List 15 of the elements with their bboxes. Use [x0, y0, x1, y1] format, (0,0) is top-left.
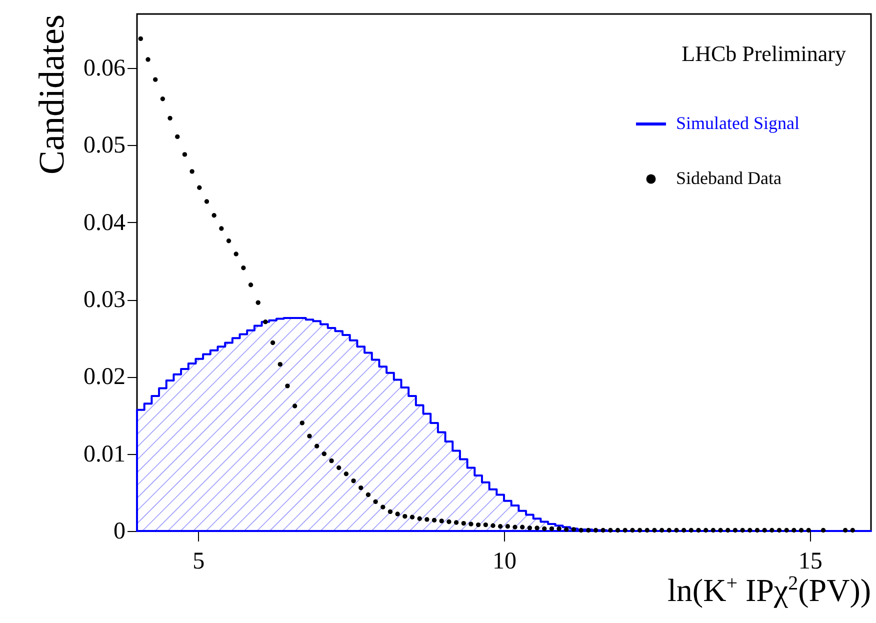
annotation: LHCb Preliminary: [682, 41, 846, 66]
x-tick-label: 10: [492, 548, 516, 574]
y-tick-label: 0.06: [84, 56, 126, 82]
y-tick-label: 0.01: [84, 441, 126, 468]
legend-label: Sideband Data: [676, 168, 782, 188]
y-tick-label: 0.04: [84, 210, 126, 236]
x-axis-title: ln(K$^{+}$ IPχ$^{2}$(PV)): [668, 572, 871, 609]
x-tick-label: 15: [798, 548, 822, 574]
y-tick-label: 0.05: [84, 132, 126, 159]
y-tick-label: 0: [114, 518, 126, 544]
y-tick-label: 0.02: [84, 364, 126, 390]
text: Simulated Signal: [676, 113, 800, 133]
y-tick-label: 0.03: [84, 287, 126, 314]
y-axis-title: Candidates: [32, 14, 72, 174]
x-tick-label: 5: [192, 548, 205, 574]
